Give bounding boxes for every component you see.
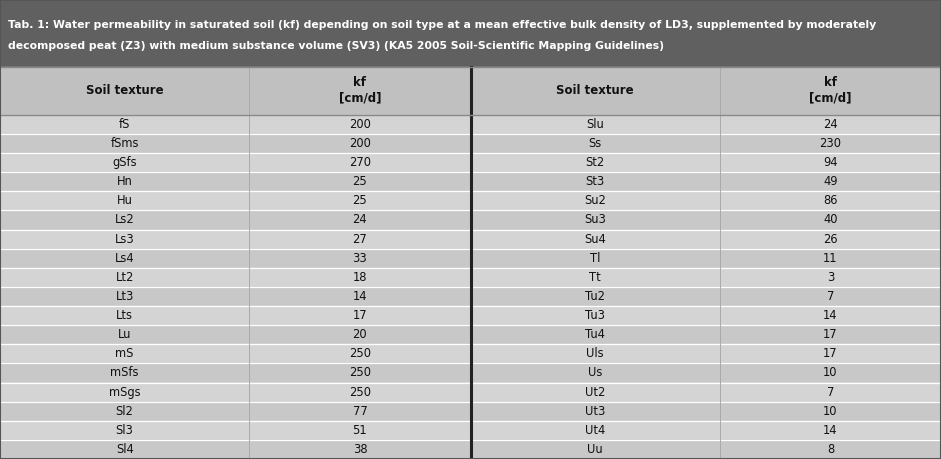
Text: Sl2: Sl2: [116, 405, 134, 418]
Bar: [0, 153, 941, 172]
Text: 94: 94: [823, 156, 837, 169]
Text: mS: mS: [116, 347, 134, 360]
Text: 49: 49: [823, 175, 837, 188]
Text: Tu2: Tu2: [585, 290, 605, 303]
Text: 200: 200: [349, 118, 371, 131]
Bar: [0, 191, 941, 210]
Text: Uu: Uu: [587, 443, 603, 456]
Bar: [0, 249, 941, 268]
Bar: [0, 210, 941, 230]
Text: Tab. 1: Water permeability in saturated soil (kf) depending on soil type at a me: Tab. 1: Water permeability in saturated …: [8, 20, 876, 30]
Text: 8: 8: [827, 443, 834, 456]
Text: 250: 250: [349, 386, 371, 398]
Text: 17: 17: [353, 309, 367, 322]
Text: Soil texture: Soil texture: [556, 84, 634, 97]
Text: gSfs: gSfs: [112, 156, 137, 169]
Text: Lts: Lts: [116, 309, 134, 322]
Bar: [0, 287, 941, 306]
Text: Uls: Uls: [586, 347, 604, 360]
Text: Tu3: Tu3: [585, 309, 605, 322]
Text: Us: Us: [588, 366, 602, 380]
Bar: [0, 0, 941, 67]
Text: Ls3: Ls3: [115, 233, 135, 246]
Text: 7: 7: [827, 386, 834, 398]
Bar: [0, 421, 941, 440]
Text: 14: 14: [353, 290, 367, 303]
Text: Su4: Su4: [584, 233, 606, 246]
Text: 14: 14: [823, 424, 837, 437]
Text: 33: 33: [353, 252, 367, 265]
Text: 86: 86: [823, 194, 837, 207]
Text: St2: St2: [585, 156, 605, 169]
Bar: [0, 382, 941, 402]
Text: 200: 200: [349, 137, 371, 150]
Bar: [0, 172, 941, 191]
Text: 3: 3: [827, 271, 834, 284]
Text: Hn: Hn: [117, 175, 133, 188]
Text: 51: 51: [353, 424, 367, 437]
Bar: [0, 344, 941, 364]
Text: Tu4: Tu4: [585, 328, 605, 341]
Text: Ut3: Ut3: [585, 405, 605, 418]
Text: Ls2: Ls2: [115, 213, 135, 226]
Bar: [0, 440, 941, 459]
Text: Ut2: Ut2: [585, 386, 605, 398]
Bar: [0, 402, 941, 421]
Text: fS: fS: [119, 118, 131, 131]
Text: 25: 25: [353, 194, 367, 207]
Text: Sl4: Sl4: [116, 443, 134, 456]
Bar: [0, 230, 941, 249]
Text: 27: 27: [353, 233, 367, 246]
Text: Ut4: Ut4: [585, 424, 605, 437]
Text: Hu: Hu: [117, 194, 133, 207]
Text: 17: 17: [823, 347, 837, 360]
Text: 11: 11: [823, 252, 837, 265]
Text: Sl3: Sl3: [116, 424, 134, 437]
Text: mSfs: mSfs: [110, 366, 139, 380]
Text: mSgs: mSgs: [109, 386, 140, 398]
Text: Lt3: Lt3: [116, 290, 134, 303]
Text: Tl: Tl: [590, 252, 600, 265]
Text: 26: 26: [823, 233, 837, 246]
Text: Lt2: Lt2: [116, 271, 134, 284]
Text: 40: 40: [823, 213, 837, 226]
Text: 25: 25: [353, 175, 367, 188]
Text: 270: 270: [349, 156, 371, 169]
Text: decomposed peat (Z3) with medium substance volume (SV3) (KA5 2005 Soil-Scientifi: decomposed peat (Z3) with medium substan…: [8, 41, 663, 51]
Text: 77: 77: [353, 405, 367, 418]
Text: Su3: Su3: [584, 213, 606, 226]
Text: 24: 24: [353, 213, 367, 226]
Bar: [0, 364, 941, 382]
Text: 20: 20: [353, 328, 367, 341]
Text: 230: 230: [820, 137, 841, 150]
Text: 250: 250: [349, 347, 371, 360]
Bar: [0, 325, 941, 344]
Bar: [0, 268, 941, 287]
Text: kf
[cm/d]: kf [cm/d]: [809, 76, 852, 105]
Text: Soil texture: Soil texture: [86, 84, 164, 97]
Text: 10: 10: [823, 366, 837, 380]
Text: 24: 24: [823, 118, 837, 131]
Text: Su2: Su2: [584, 194, 606, 207]
Text: Tt: Tt: [589, 271, 601, 284]
Text: 38: 38: [353, 443, 367, 456]
Text: 14: 14: [823, 309, 837, 322]
Text: Ls4: Ls4: [115, 252, 135, 265]
Bar: [0, 306, 941, 325]
Text: 10: 10: [823, 405, 837, 418]
Text: Lu: Lu: [118, 328, 132, 341]
Text: 7: 7: [827, 290, 834, 303]
Bar: [0, 134, 941, 153]
Text: Ss: Ss: [588, 137, 602, 150]
Text: 18: 18: [353, 271, 367, 284]
Bar: [0, 67, 941, 115]
Text: St3: St3: [585, 175, 605, 188]
Text: 17: 17: [823, 328, 837, 341]
Text: 250: 250: [349, 366, 371, 380]
Text: kf
[cm/d]: kf [cm/d]: [339, 76, 381, 105]
Text: Slu: Slu: [586, 118, 604, 131]
Text: fSms: fSms: [110, 137, 139, 150]
Bar: [0, 115, 941, 134]
